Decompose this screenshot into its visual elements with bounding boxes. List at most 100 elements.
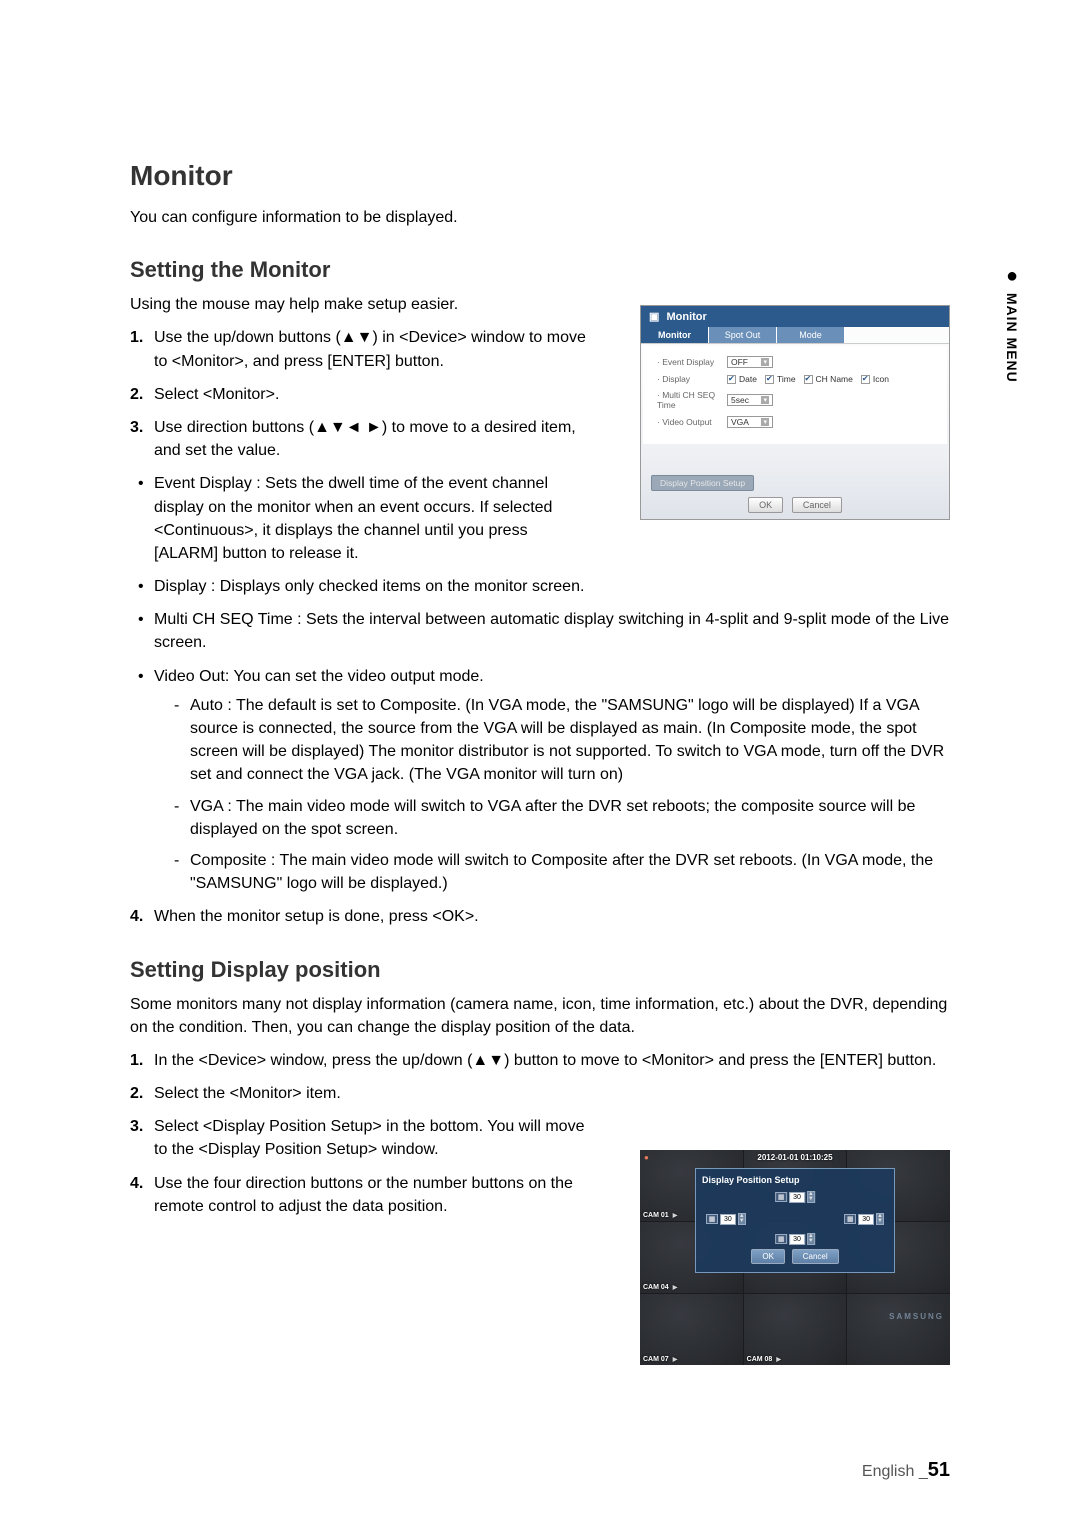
bullet-video-out: Video Out: You can set the video output … <box>130 665 950 896</box>
step-2: 2. Select <Monitor>. <box>130 383 589 406</box>
dialog-title-text: Monitor <box>666 311 706 323</box>
dash-composite: Composite : The main video mode will swi… <box>154 849 950 895</box>
dp-step-4: 4. Use the four direction buttons or the… <box>130 1172 589 1218</box>
chk-label: Icon <box>873 374 889 384</box>
timestamp: 2012-01-01 01:10:25 <box>757 1153 832 1162</box>
heading-setting-monitor: Setting the Monitor <box>130 257 950 283</box>
footer-separator: _ <box>919 1463 928 1480</box>
dialog-tabs: Monitor Spot Out Mode <box>641 327 949 344</box>
manual-page: ● MAIN MENU Monitor You can configure in… <box>0 0 1080 1268</box>
rec-icon: ● <box>644 1153 649 1162</box>
heading-monitor: Monitor <box>130 160 950 192</box>
step-number: 4. <box>130 905 143 928</box>
step-number: 3. <box>130 416 143 439</box>
intro-monitor: You can configure information to be disp… <box>130 206 950 229</box>
camera-cell: CAM 07▶ <box>640 1294 743 1365</box>
spinner-right[interactable]: ▦30▲▼ <box>844 1213 884 1225</box>
step-text: Use the up/down buttons (▲▼) in <Device>… <box>154 329 586 369</box>
step-3: 3. Use direction buttons (▲▼◄ ►) to move… <box>130 416 589 462</box>
chk-label: CH Name <box>816 374 853 384</box>
step-1: 1. Use the up/down buttons (▲▼) in <Devi… <box>130 326 589 372</box>
chk-label: Time <box>777 374 796 384</box>
step-number: 2. <box>130 383 143 406</box>
bullet-multi-ch: Multi CH SEQ Time : Sets the interval be… <box>130 608 950 654</box>
step-text: In the <Device> window, press the up/dow… <box>154 1052 936 1069</box>
overlay-cancel-button[interactable]: Cancel <box>792 1249 839 1264</box>
intro-display-position: Some monitors many not display informati… <box>130 993 950 1039</box>
checkbox-chname[interactable] <box>804 375 813 384</box>
grid-icon: ▦ <box>706 1214 718 1224</box>
tab-bullet: ● <box>1001 265 1023 288</box>
overlay-title: Display Position Setup <box>702 1175 888 1185</box>
step-text: Select the <Monitor> item. <box>154 1085 341 1102</box>
dash-auto: Auto : The default is set to Composite. … <box>154 694 950 787</box>
ok-button[interactable]: OK <box>748 497 783 513</box>
dropdown-icon: ▾ <box>761 358 769 366</box>
bullet-display: Display : Displays only checked items on… <box>130 575 589 598</box>
cam-label: CAM 04▶ <box>643 1284 677 1291</box>
section-tab: ● MAIN MENU <box>1004 265 1020 383</box>
cam-label: CAM 08▶ <box>747 1356 781 1363</box>
footer-language: English <box>862 1463 914 1480</box>
samsung-logo: SAMSUNG <box>889 1312 944 1321</box>
overlay-ok-button[interactable]: OK <box>751 1249 785 1264</box>
label-display: · Display <box>657 374 727 384</box>
step-text: Use direction buttons (▲▼◄ ►) to move to… <box>154 419 576 459</box>
select-event-display[interactable]: OFF▾ <box>727 356 773 368</box>
dialog-title: ▣ Monitor <box>641 306 949 327</box>
checkbox-time[interactable] <box>765 375 774 384</box>
heading-display-position: Setting Display position <box>130 957 950 983</box>
cam-label: CAM 07▶ <box>643 1356 677 1363</box>
tab-monitor[interactable]: Monitor <box>641 327 709 343</box>
label-multi-ch: · Multi CH SEQ Time <box>657 390 727 410</box>
step-number: 1. <box>130 1049 143 1072</box>
spinner-bottom[interactable]: ▦30▲▼ <box>775 1233 815 1245</box>
step-number: 4. <box>130 1172 143 1195</box>
page-number: 51 <box>928 1459 950 1481</box>
bullet-event-display: Event Display : Sets the dwell time of t… <box>130 472 589 565</box>
dropdown-icon: ▾ <box>761 396 769 404</box>
step-4: 4. When the monitor setup is done, press… <box>130 905 950 928</box>
stepper-icon: ▲▼ <box>738 1213 746 1225</box>
page-footer: English _51 <box>862 1459 950 1482</box>
tab-label: MAIN MENU <box>1004 293 1020 383</box>
grid-icon: ▦ <box>775 1192 787 1202</box>
display-position-setup-button[interactable]: Display Position Setup <box>651 475 754 491</box>
dash-vga: VGA : The main video mode will switch to… <box>154 795 950 841</box>
checkbox-date[interactable] <box>727 375 736 384</box>
stepper-icon: ▲▼ <box>876 1213 884 1225</box>
select-multi-ch[interactable]: 5sec▾ <box>727 394 773 406</box>
tab-spot-out[interactable]: Spot Out <box>709 327 777 343</box>
step-number: 3. <box>130 1115 143 1138</box>
tab-mode[interactable]: Mode <box>777 327 845 343</box>
step-text: When the monitor setup is done, press <O… <box>154 908 479 925</box>
label-video-output: · Video Output <box>657 417 727 427</box>
step-text: Use the four direction buttons or the nu… <box>154 1175 573 1215</box>
bullet-video-out-text: Video Out: You can set the video output … <box>154 668 484 685</box>
dp-step-2: 2. Select the <Monitor> item. <box>130 1082 950 1105</box>
cam-label: CAM 01▶ <box>643 1212 677 1219</box>
select-video-output[interactable]: VGA▾ <box>727 416 773 428</box>
label-event-display: · Event Display <box>657 357 727 367</box>
step-text: Select <Monitor>. <box>154 386 279 403</box>
grid-icon: ▦ <box>844 1214 856 1224</box>
dialog-body: · Event Display OFF▾ · Display Date Time… <box>643 346 947 444</box>
spinner-top[interactable]: ▦30▲▼ <box>775 1191 815 1203</box>
checkbox-icon[interactable] <box>861 375 870 384</box>
stepper-icon: ▲▼ <box>807 1191 815 1203</box>
monitor-dialog-screenshot: ▣ Monitor Monitor Spot Out Mode · Event … <box>640 305 950 520</box>
chk-label: Date <box>739 374 757 384</box>
grid-icon: ▦ <box>775 1234 787 1244</box>
step-number: 2. <box>130 1082 143 1105</box>
step-number: 1. <box>130 326 143 349</box>
display-position-screenshot: ● CAM 01▶ 2012-01-01 01:10:25 CAM 04▶ CA… <box>640 1150 950 1365</box>
dp-step-1: 1. In the <Device> window, press the up/… <box>130 1049 950 1072</box>
step-text: Select <Display Position Setup> in the b… <box>154 1118 584 1158</box>
spinner-left[interactable]: ▦30▲▼ <box>706 1213 746 1225</box>
position-overlay: Display Position Setup ▦30▲▼ ▦30▲▼ ▦30▲▼… <box>695 1168 895 1273</box>
camera-cell: CAM 08▶ <box>744 1294 847 1365</box>
cancel-button[interactable]: Cancel <box>792 497 842 513</box>
monitor-icon: ▣ <box>649 311 659 323</box>
dp-step-3: 3. Select <Display Position Setup> in th… <box>130 1115 589 1161</box>
camera-cell <box>847 1294 950 1365</box>
